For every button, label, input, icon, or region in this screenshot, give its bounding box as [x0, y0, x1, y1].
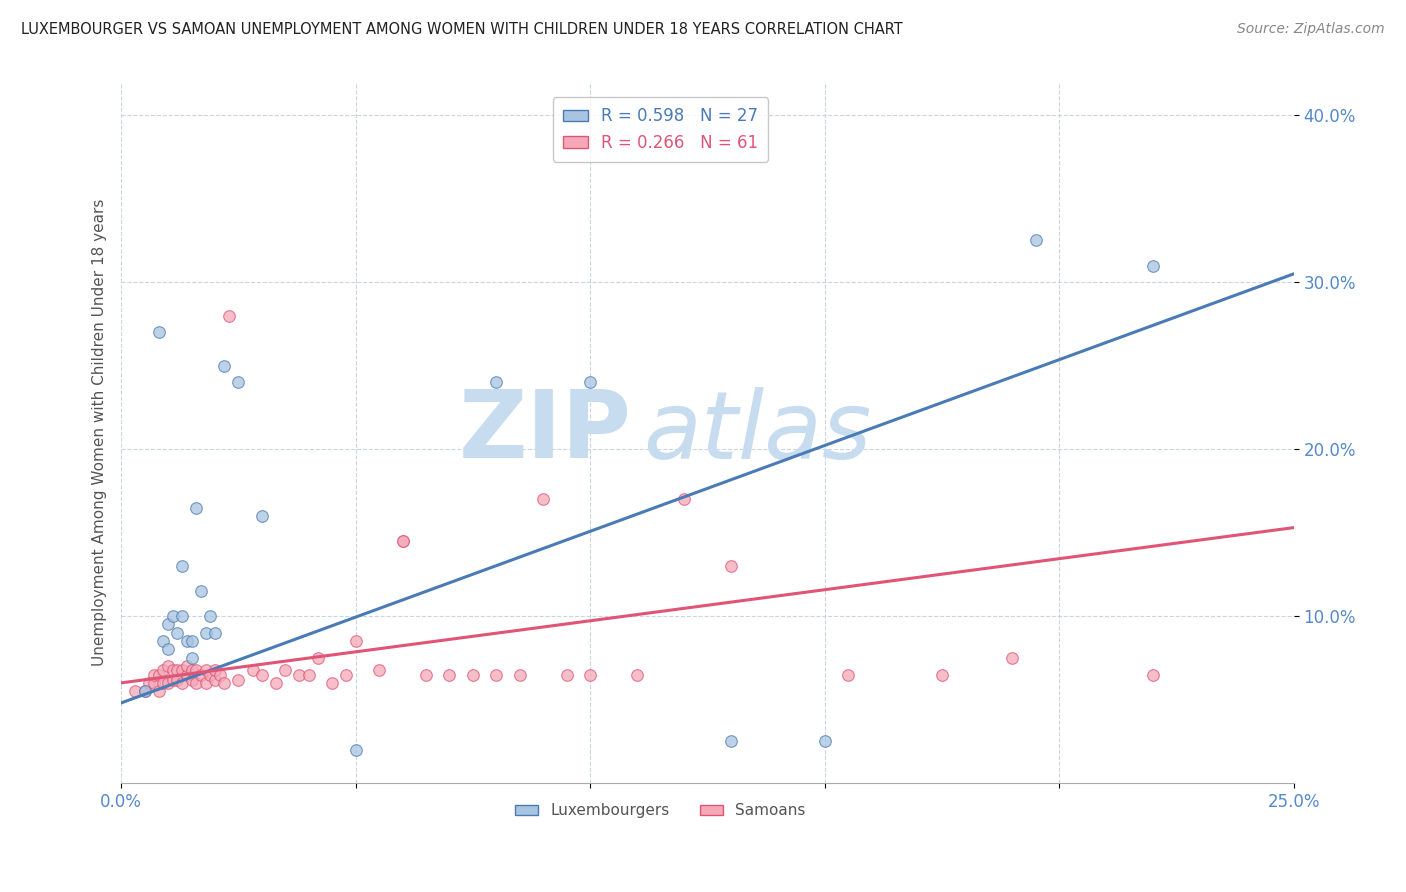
Point [190, 667, 212, 681]
Point [134, 684, 156, 698]
Point [200, 609, 222, 624]
Point [152, 634, 174, 648]
Point [176, 667, 198, 681]
Point [1025, 234, 1047, 248]
Point [176, 634, 198, 648]
Point [138, 676, 160, 690]
Point [509, 667, 531, 681]
Point [162, 673, 184, 687]
Point [720, 559, 742, 574]
Point [194, 625, 217, 640]
Point [274, 663, 297, 677]
Point [814, 734, 837, 748]
Point [186, 663, 208, 677]
Point [157, 659, 180, 673]
Point [162, 663, 184, 677]
Point [152, 676, 174, 690]
Point [157, 676, 180, 690]
Point [555, 667, 578, 681]
Point [152, 663, 174, 677]
Point [1142, 667, 1164, 681]
Text: Source: ZipAtlas.com: Source: ZipAtlas.com [1237, 22, 1385, 37]
Point [180, 650, 202, 665]
Point [214, 676, 236, 690]
Point [200, 667, 222, 681]
Point [180, 663, 202, 677]
Point [190, 584, 212, 599]
Point [172, 559, 194, 574]
Point [720, 734, 742, 748]
Point [204, 625, 226, 640]
Point [288, 667, 311, 681]
Point [531, 492, 554, 507]
Point [579, 667, 602, 681]
Point [157, 642, 180, 657]
Text: LUXEMBOURGER VS SAMOAN UNEMPLOYMENT AMONG WOMEN WITH CHILDREN UNDER 18 YEARS COR: LUXEMBOURGER VS SAMOAN UNEMPLOYMENT AMON… [21, 22, 903, 37]
Point [186, 676, 208, 690]
Point [228, 673, 250, 687]
Point [218, 309, 240, 323]
Point [242, 663, 264, 677]
Point [321, 676, 343, 690]
Point [176, 659, 198, 673]
Point [148, 326, 170, 340]
Point [368, 663, 391, 677]
Point [579, 376, 602, 390]
Text: atlas: atlas [643, 387, 872, 478]
Point [124, 684, 146, 698]
Point [1142, 259, 1164, 273]
Point [335, 667, 357, 681]
Point [172, 676, 194, 690]
Point [250, 508, 273, 523]
Point [214, 359, 236, 373]
Point [180, 673, 202, 687]
Point [485, 667, 508, 681]
Point [148, 684, 170, 698]
Point [931, 667, 953, 681]
Point [194, 676, 217, 690]
Point [143, 667, 166, 681]
Point [166, 673, 188, 687]
Point [391, 533, 413, 548]
Point [391, 533, 413, 548]
Point [208, 667, 231, 681]
Point [143, 676, 166, 690]
Point [186, 500, 208, 515]
Point [439, 667, 461, 681]
Point [307, 650, 329, 665]
Point [626, 667, 648, 681]
Point [134, 684, 156, 698]
Point [344, 634, 367, 648]
Point [194, 663, 217, 677]
Point [162, 609, 184, 624]
Point [672, 492, 695, 507]
Point [180, 634, 202, 648]
Point [344, 742, 367, 756]
Point [166, 625, 188, 640]
Text: ZIP: ZIP [458, 386, 631, 478]
Point [415, 667, 437, 681]
Point [204, 673, 226, 687]
Point [485, 376, 508, 390]
Point [837, 667, 859, 681]
Point [264, 676, 287, 690]
Y-axis label: Unemployment Among Women with Children Under 18 years: Unemployment Among Women with Children U… [93, 199, 107, 666]
Point [148, 667, 170, 681]
Point [172, 609, 194, 624]
Point [228, 376, 250, 390]
Point [204, 663, 226, 677]
Point [1001, 650, 1024, 665]
Point [250, 667, 273, 681]
Legend: Luxembourgers, Samoans: Luxembourgers, Samoans [509, 797, 811, 824]
Point [172, 663, 194, 677]
Point [298, 667, 321, 681]
Point [461, 667, 484, 681]
Point [166, 663, 188, 677]
Point [157, 617, 180, 632]
